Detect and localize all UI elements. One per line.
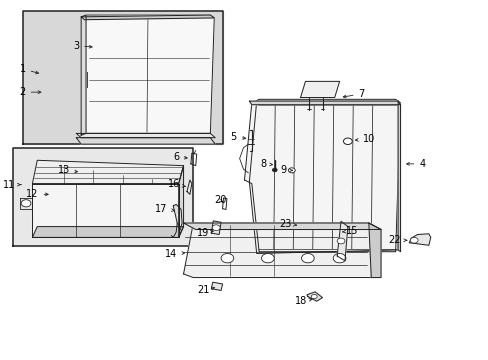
Polygon shape	[408, 234, 430, 245]
Text: 2: 2	[20, 87, 41, 97]
Text: 5: 5	[230, 132, 245, 142]
Text: 3: 3	[73, 41, 92, 50]
Circle shape	[301, 253, 314, 263]
Text: 19: 19	[197, 228, 213, 238]
Text: 6: 6	[173, 152, 187, 162]
Text: 20: 20	[213, 195, 226, 206]
Polygon shape	[249, 101, 400, 105]
Circle shape	[212, 225, 220, 230]
Text: 9: 9	[280, 165, 292, 175]
Polygon shape	[22, 12, 222, 144]
Polygon shape	[336, 221, 347, 261]
Polygon shape	[32, 226, 183, 237]
Polygon shape	[183, 223, 380, 229]
Polygon shape	[178, 166, 183, 237]
Text: 21: 21	[197, 285, 214, 295]
Text: 16: 16	[167, 179, 185, 189]
Text: 17: 17	[155, 204, 174, 215]
Text: 14: 14	[165, 249, 184, 259]
Text: 15: 15	[342, 226, 357, 236]
Circle shape	[343, 138, 351, 144]
Polygon shape	[249, 101, 400, 253]
Text: 1: 1	[20, 64, 39, 74]
Circle shape	[311, 294, 317, 299]
Text: 13: 13	[58, 165, 77, 175]
Circle shape	[261, 253, 274, 263]
Text: 22: 22	[387, 235, 406, 245]
Polygon shape	[397, 101, 400, 252]
Polygon shape	[244, 99, 400, 252]
Polygon shape	[81, 15, 214, 20]
Circle shape	[336, 238, 344, 244]
Circle shape	[21, 200, 31, 207]
Text: 8: 8	[260, 159, 272, 169]
Polygon shape	[81, 15, 86, 135]
Polygon shape	[76, 138, 215, 144]
Polygon shape	[368, 223, 380, 278]
Polygon shape	[76, 134, 215, 138]
Text: 18: 18	[295, 296, 311, 306]
Text: 7: 7	[343, 89, 364, 99]
Text: 10: 10	[355, 134, 374, 144]
Text: 23: 23	[278, 219, 296, 229]
Text: 12: 12	[26, 189, 48, 199]
Circle shape	[272, 168, 277, 172]
Circle shape	[288, 168, 295, 173]
Polygon shape	[306, 292, 322, 301]
Polygon shape	[81, 15, 214, 135]
Text: 11: 11	[3, 180, 21, 190]
Text: 4: 4	[406, 159, 425, 169]
Circle shape	[221, 253, 233, 263]
Polygon shape	[13, 148, 193, 246]
Polygon shape	[300, 81, 339, 98]
Polygon shape	[173, 204, 182, 230]
Polygon shape	[32, 184, 178, 237]
Polygon shape	[211, 282, 222, 291]
Circle shape	[409, 237, 417, 243]
Polygon shape	[211, 221, 221, 234]
Polygon shape	[32, 160, 183, 184]
Circle shape	[332, 253, 345, 263]
Polygon shape	[183, 223, 380, 278]
